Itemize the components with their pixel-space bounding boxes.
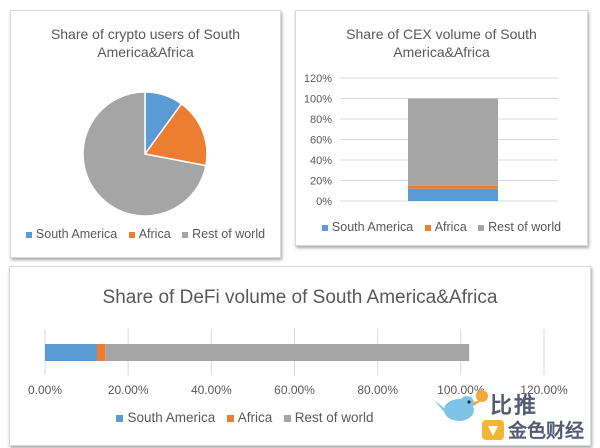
cex-y-tick-label: 60% (310, 135, 332, 147)
legend-label: South America (35, 227, 118, 241)
legend-label: South America (127, 410, 216, 425)
legend-swatch-rest-of-world (478, 224, 485, 231)
cex-y-tick-label: 40% (310, 155, 332, 167)
cex-bar-rest-of-world (408, 98, 498, 186)
legend-swatch-rest-of-world (182, 231, 189, 238)
watermark: 比推 金色财经 (432, 386, 592, 444)
legend-label: Africa (138, 227, 171, 241)
legend-label: Africa (434, 220, 467, 234)
defi-x-tick-label: 100.00% (437, 383, 485, 397)
cex-title-line-1: Share of CEX volume of South (346, 26, 537, 42)
defi-bar-rest-of-world (105, 344, 470, 361)
legend-swatch-rest-of-world (283, 415, 291, 423)
cex-legend: South America Africa Rest of world (296, 220, 587, 234)
legend-item-south-america: South America (25, 227, 118, 241)
cex-y-tick-label: 0% (316, 196, 332, 208)
legend-swatch-africa (128, 231, 135, 238)
pie-title-line-2: America&Africa (97, 44, 194, 60)
cex-y-tick-label: 80% (310, 114, 332, 126)
pie-chart-title: Share of crypto users of South America&A… (11, 25, 280, 61)
legend-swatch-south-america (321, 224, 328, 231)
cex-bar-africa (408, 185, 498, 189)
legend-label: South America (331, 220, 414, 234)
defi-bar-africa (96, 344, 106, 361)
cex-chart-svg: 0% 20% 40% 60% 80% 100% 120% (304, 73, 558, 208)
defi-bar-south-america (45, 344, 97, 361)
legend-swatch-south-america (25, 231, 32, 238)
cex-y-tick-label: 100% (304, 94, 332, 106)
defi-chart-title: Share of DeFi volume of South America&Af… (102, 287, 498, 308)
cex-y-tick-label: 120% (304, 73, 332, 85)
defi-chart-panel: Share of DeFi volume of South America&Af… (9, 266, 591, 446)
defi-x-tick-label: 20.00% (108, 383, 149, 397)
legend-label: Rest of world (294, 410, 374, 425)
legend-label: Rest of world (192, 227, 266, 241)
legend-item-rest-of-world: Rest of world (283, 410, 374, 425)
pie-chart-panel: Share of crypto users of South America&A… (10, 10, 281, 258)
legend-label: Africa (237, 410, 273, 425)
defi-x-tick-label: 120.00% (520, 383, 568, 397)
pie-slice-africa (143, 102, 208, 167)
pie-title-line-1: Share of crypto users of South (50, 26, 241, 42)
legend-label: Rest of world (488, 220, 562, 234)
legend-item-africa: Africa (424, 220, 467, 234)
legend-item-rest-of-world: Rest of world (478, 220, 561, 234)
legend-swatch-africa (226, 415, 234, 423)
bird-logo-icon (434, 390, 488, 421)
defi-x-tick-label: 0.00% (28, 383, 62, 397)
pie-legend: South America Africa Rest of world (11, 227, 280, 241)
cex-chart-panel: Share of CEX volume of South America&Afr… (295, 10, 588, 246)
legend-item-africa: Africa (226, 410, 273, 425)
pie-chart-svg (82, 91, 208, 217)
legend-item-south-america: South America (116, 410, 215, 425)
defi-chart-svg: 0.00% 20.00% 40.00% 60.00% 80.00% 100.00% 120.… (28, 329, 568, 397)
legend-swatch-south-america (116, 415, 124, 423)
cex-y-tick-label: 20% (310, 176, 332, 188)
legend-item-south-america: South America (321, 220, 414, 234)
legend-item-africa: Africa (128, 227, 171, 241)
legend-swatch-africa (424, 224, 431, 231)
watermark-text-bottom: 金色财经 (508, 420, 585, 442)
defi-legend: South America Africa Rest of world (0, 410, 590, 425)
cex-bar-south-america (408, 188, 498, 201)
cex-chart-title: Share of CEX volume of South America&Afr… (296, 25, 587, 61)
defi-x-tick-label: 80.00% (357, 383, 398, 397)
defi-x-tick-label: 60.00% (274, 383, 315, 397)
cex-title-line-2: America&Africa (393, 44, 490, 60)
gold-logo-icon (482, 420, 504, 440)
pie-slice-rest-of-world (82, 91, 207, 217)
legend-item-rest-of-world: Rest of world (182, 227, 265, 241)
defi-x-tick-label: 40.00% (191, 383, 232, 397)
watermark-text-top: 比推 (490, 394, 539, 419)
